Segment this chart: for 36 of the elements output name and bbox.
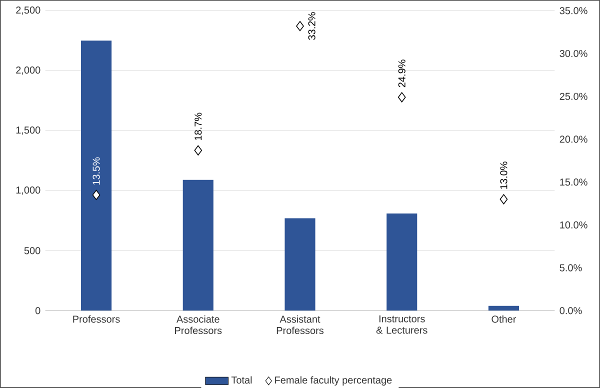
y2-tick-label: 25.0% [560, 92, 588, 100]
point [194, 145, 202, 156]
bar [284, 218, 316, 311]
data-label: 33.2% [308, 12, 316, 40]
x-tick-label: Other [492, 315, 516, 323]
y-tick-label: 1,000 [16, 186, 40, 195]
point [92, 190, 100, 200]
x-tick-label: Instructors & Lecturers [376, 315, 428, 334]
legend-label: Total [231, 376, 252, 384]
x-tick-label: Assistant Professors [276, 315, 324, 334]
bar [386, 213, 418, 311]
bar [488, 306, 520, 311]
legend-label: Female faculty percentage [275, 376, 392, 386]
y2-tick-label: 15.0% [560, 178, 588, 186]
y2-tick-label: 0.0% [560, 307, 582, 314]
y2-tick-label: 10.0% [560, 221, 588, 228]
x-tick-label: Associate Professors [175, 315, 222, 334]
y-tick-label: 500 [24, 247, 40, 254]
point [398, 92, 406, 102]
x-tick-label: Professors [73, 315, 120, 323]
y-tick-label: 2,500 [16, 6, 40, 15]
point [296, 21, 304, 32]
data-label: 18.7% [194, 112, 202, 140]
y-tick-label: 1,500 [16, 126, 40, 135]
y2-tick-label: 5.0% [560, 264, 582, 272]
point [500, 194, 508, 204]
bar [80, 40, 112, 311]
bar [182, 180, 214, 311]
data-label: 13.5% [92, 157, 100, 185]
y2-tick-label: 20.0% [560, 136, 588, 143]
y2-tick-label: 30.0% [560, 50, 588, 58]
y-tick-label: 2,000 [16, 66, 40, 75]
y-tick-label: 0 [35, 307, 40, 314]
data-label: 24.9% [398, 60, 406, 88]
y2-tick-label: 35.0% [560, 7, 588, 14]
data-label: 13.0% [500, 162, 508, 189]
